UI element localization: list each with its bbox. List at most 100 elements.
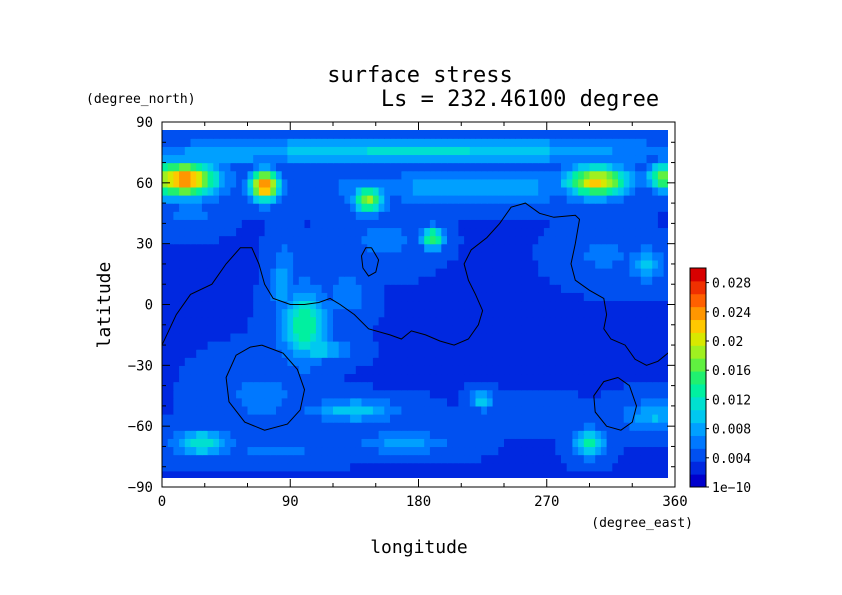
- field-cell: [390, 349, 397, 358]
- field-cell: [401, 251, 408, 261]
- field-cell: [521, 276, 528, 285]
- field-cell: [629, 405, 636, 415]
- field-cell: [310, 357, 317, 366]
- field-cell: [190, 259, 197, 269]
- field-cell: [469, 454, 477, 464]
- field-cell: [452, 292, 459, 302]
- field-cell: [498, 332, 505, 342]
- field-cell: [618, 454, 625, 464]
- field-cell: [270, 341, 277, 350]
- field-cell: [652, 203, 659, 212]
- field-cell: [515, 219, 522, 229]
- field-cell: [162, 308, 169, 318]
- field-cell: [355, 146, 363, 156]
- field-cell: [213, 186, 220, 196]
- field-cell: [583, 397, 591, 407]
- field-cell: [264, 365, 271, 375]
- field-cell: [281, 389, 288, 399]
- field-cell: [498, 349, 505, 358]
- field-cell: [213, 324, 220, 334]
- field-cell: [424, 324, 431, 334]
- field-cell: [606, 259, 613, 269]
- field-cell: [600, 235, 608, 245]
- field-cell: [498, 268, 505, 277]
- field-cell: [424, 268, 431, 277]
- field-cell: [635, 341, 642, 350]
- field-cell: [458, 397, 465, 407]
- field-cell: [601, 479, 607, 488]
- field-cell: [606, 284, 613, 293]
- field-cell: [310, 235, 317, 245]
- field-cell: [310, 219, 317, 229]
- field-cell: [652, 211, 659, 220]
- field-cell: [367, 332, 374, 342]
- field-cell: [196, 324, 203, 334]
- field-cell: [213, 235, 220, 245]
- field-cell: [424, 146, 431, 156]
- field-cell: [663, 284, 668, 293]
- colorbar-swatch: [690, 358, 706, 372]
- field-cell: [310, 284, 317, 293]
- field-cell: [355, 373, 363, 383]
- field-cell: [179, 373, 186, 383]
- field-cell: [298, 324, 306, 334]
- field-cell: [407, 276, 414, 285]
- field-cell: [378, 130, 385, 131]
- field-cell: [315, 178, 323, 188]
- field-cell: [384, 365, 391, 375]
- field-cell: [464, 259, 471, 269]
- field-cell: [646, 381, 653, 391]
- field-cell: [606, 324, 613, 334]
- x-axis-label: longitude: [370, 537, 468, 558]
- field-cell: [572, 292, 579, 302]
- field-cell: [173, 446, 180, 456]
- field-cell: [367, 357, 374, 366]
- field-cell: [184, 178, 192, 188]
- field-cell: [555, 130, 562, 139]
- field-cell: [190, 235, 197, 245]
- field-cell: [247, 381, 254, 391]
- field-cell: [424, 300, 431, 310]
- field-cell: [281, 146, 288, 156]
- field-cell: [515, 178, 522, 188]
- field-cell: [310, 259, 317, 269]
- field-cell: [606, 389, 613, 399]
- field-cell: [418, 341, 425, 350]
- field-cell: [367, 251, 374, 261]
- field-cell: [247, 162, 254, 172]
- field-cell: [327, 170, 334, 180]
- field-cell: [509, 130, 516, 131]
- field-cell: [515, 462, 522, 472]
- field-cell: [600, 146, 608, 156]
- field-cell: [333, 130, 340, 139]
- field-cell: [258, 195, 266, 204]
- field-cell: [167, 446, 174, 456]
- field-cell: [276, 284, 283, 293]
- field-cell: [538, 324, 545, 334]
- field-cell: [635, 357, 642, 366]
- field-cell: [327, 324, 334, 334]
- field-cell: [344, 195, 351, 204]
- field-cell: [509, 178, 516, 188]
- field-cell: [629, 235, 636, 245]
- field-cell: [515, 316, 522, 326]
- field-cell: [395, 170, 402, 180]
- field-cell: [486, 308, 494, 318]
- field-cell: [270, 446, 277, 456]
- field-cell: [549, 195, 556, 204]
- field-cell: [623, 470, 630, 478]
- field-cell: [173, 430, 180, 439]
- field-cell: [538, 211, 545, 220]
- field-cell: [481, 446, 488, 456]
- field-cell: [515, 414, 522, 423]
- field-cell: [555, 227, 562, 237]
- field-cell: [179, 381, 186, 391]
- field-cell: [424, 251, 431, 261]
- field-cell: [618, 276, 625, 285]
- field-cell: [361, 462, 368, 472]
- field-cell: [566, 178, 573, 188]
- field-cell: [179, 211, 186, 220]
- field-cell: [555, 235, 562, 245]
- field-cell: [464, 373, 471, 383]
- field-cell: [281, 170, 288, 180]
